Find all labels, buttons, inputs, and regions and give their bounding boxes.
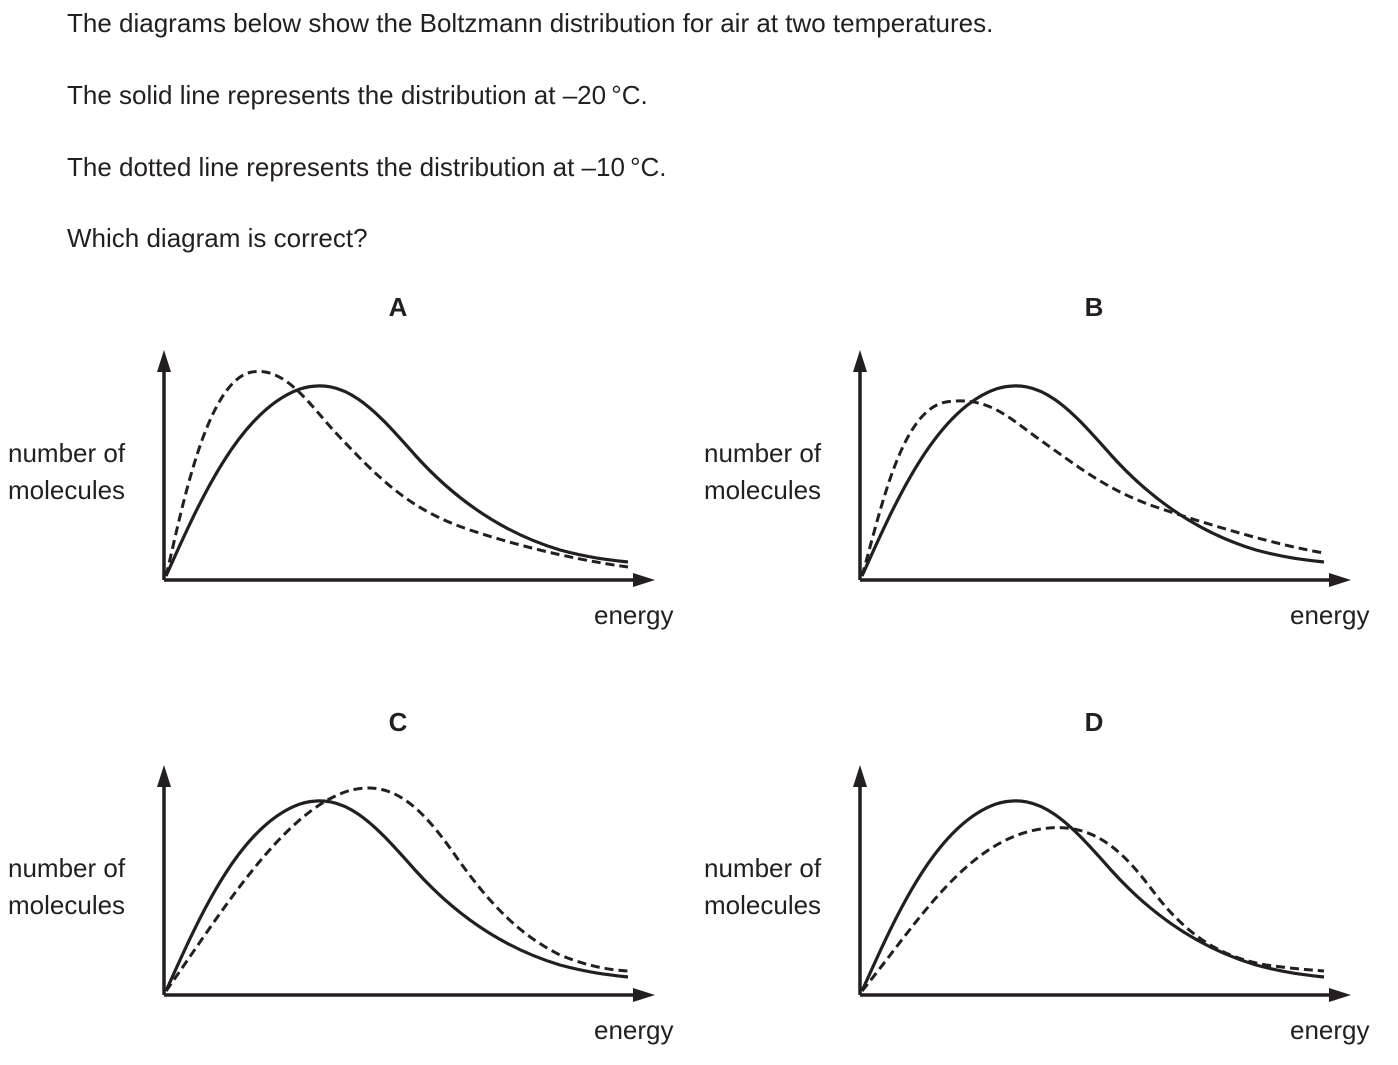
diagram-a-xlabel: energy: [594, 600, 674, 630]
diagram-b-ylabel-line-2: molecules: [704, 475, 821, 505]
diagram-a: A number of molecules energy: [8, 292, 674, 630]
diagram-d-xlabel: energy: [1290, 1015, 1370, 1045]
diagram-a-label: A: [389, 292, 408, 322]
diagram-a-ylabel-line-2: molecules: [8, 475, 125, 505]
diagram-d-solid-curve: [860, 799, 1325, 992]
question-text-line-1: The diagrams below show the Boltzmann di…: [67, 8, 994, 38]
diagram-c-x-axis-arrow-icon: [633, 988, 655, 1002]
diagram-b-y-axis-arrow-icon: [853, 350, 867, 372]
diagram-a-dotted-curve: [164, 369, 629, 577]
diagram-b-label: B: [1085, 292, 1104, 322]
diagram-d-x-axis-arrow-icon: [1329, 988, 1351, 1002]
question-text-line-3: The dotted line represents the distribut…: [67, 152, 667, 182]
diagram-b-xlabel: energy: [1290, 600, 1370, 630]
diagram-b-x-axis-arrow-icon: [1329, 573, 1351, 587]
diagram-d-ylabel-line-2: molecules: [704, 890, 821, 920]
diagram-a-y-axis-arrow-icon: [157, 350, 171, 372]
diagram-c-solid-curve: [164, 799, 629, 992]
diagram-a-solid-curve: [164, 384, 629, 577]
diagram-d-label: D: [1085, 707, 1104, 737]
diagram-c-xlabel: energy: [594, 1015, 674, 1045]
diagram-c: C number of molecules energy: [8, 707, 674, 1045]
diagram-c-dotted-curve: [164, 786, 629, 992]
question-text-line-4: Which diagram is correct?: [67, 223, 368, 253]
diagram-d-y-axis-arrow-icon: [853, 765, 867, 787]
diagram-a-ylabel-line-1: number of: [8, 438, 126, 468]
diagram-b-ylabel-line-1: number of: [704, 438, 822, 468]
diagram-a-x-axis-arrow-icon: [633, 573, 655, 587]
diagram-d-dotted-curve: [860, 826, 1325, 992]
diagram-d: D number of molecules energy: [704, 707, 1370, 1045]
diagram-d-ylabel-line-1: number of: [704, 853, 822, 883]
question-text-line-2: The solid line represents the distributi…: [67, 80, 648, 110]
diagram-b-dotted-curve: [860, 399, 1325, 577]
diagram-b-solid-curve: [860, 384, 1325, 577]
diagram-c-label: C: [389, 707, 408, 737]
diagram-c-ylabel-line-1: number of: [8, 853, 126, 883]
diagram-c-y-axis-arrow-icon: [157, 765, 171, 787]
diagram-b: B number of molecules energy: [704, 292, 1370, 630]
diagram-c-ylabel-line-2: molecules: [8, 890, 125, 920]
